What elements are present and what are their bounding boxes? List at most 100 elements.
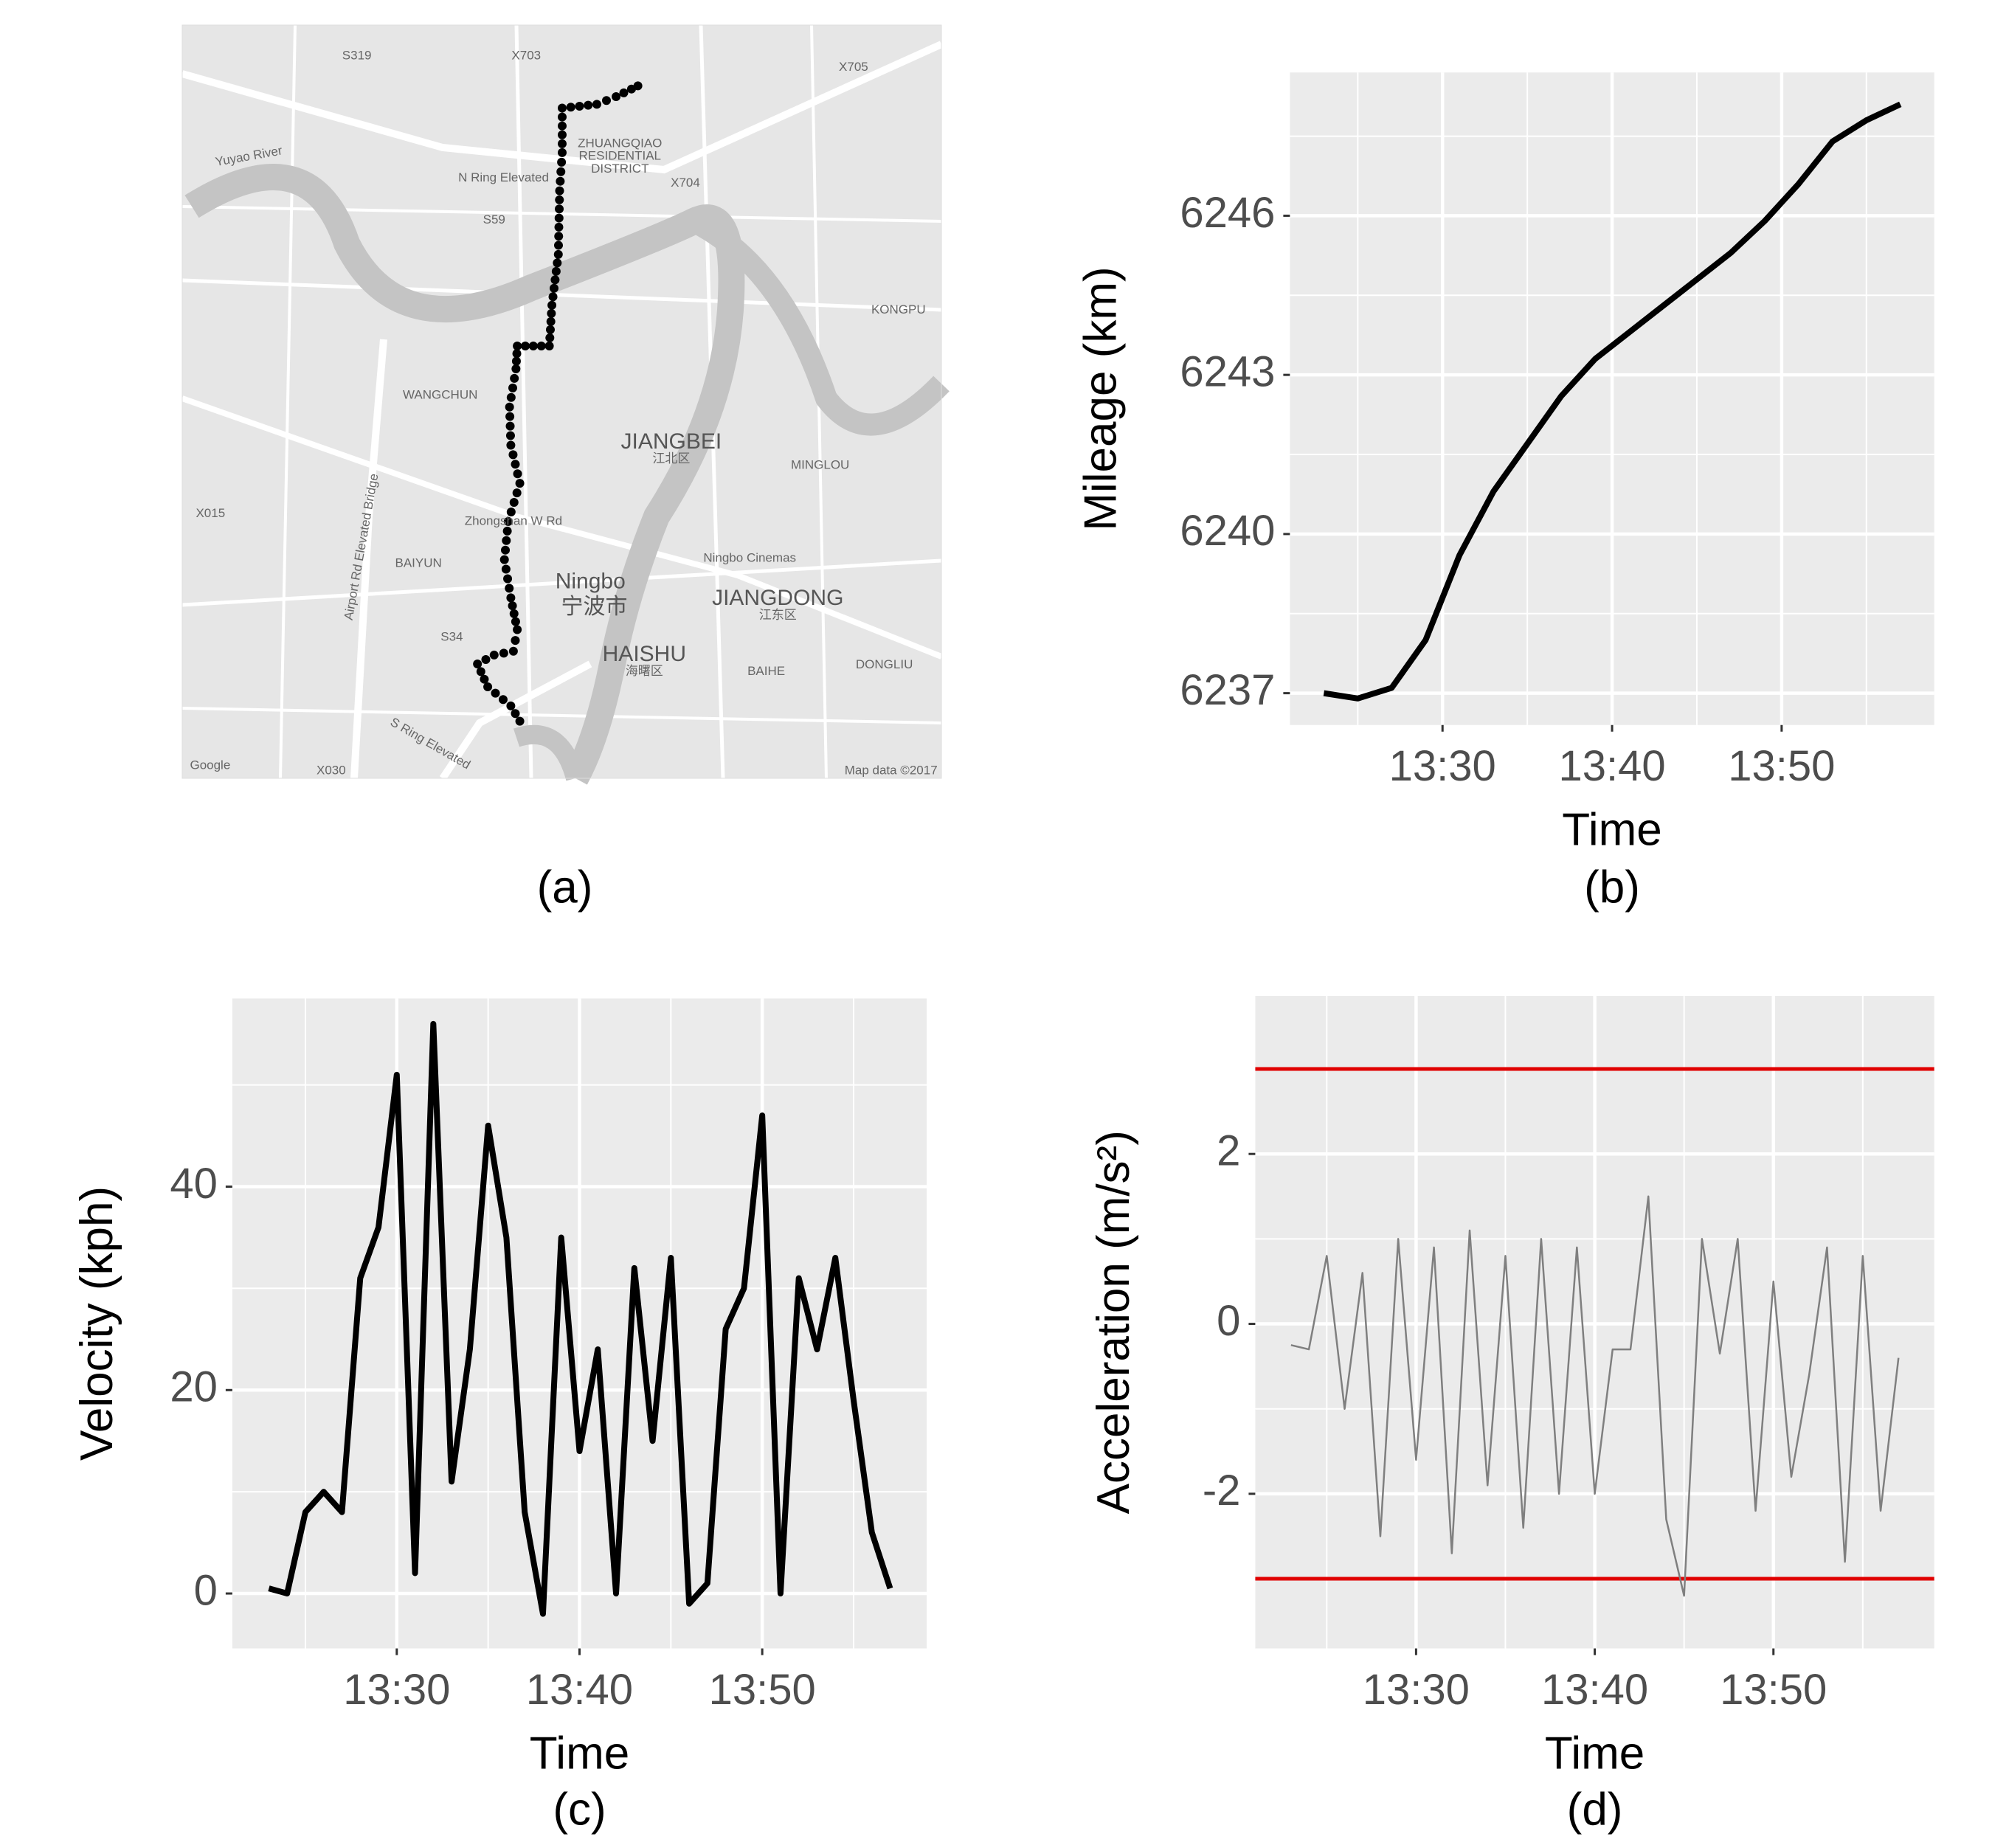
- y-tick-label: 6246: [1180, 189, 1275, 237]
- route-point: [503, 516, 513, 526]
- route-point: [536, 341, 546, 350]
- route-point: [555, 186, 564, 195]
- map-label: ZHUANGQIAO: [578, 136, 662, 150]
- map-label: RESIDENTIAL: [579, 149, 661, 163]
- map-label: MINGLOU: [791, 458, 849, 472]
- route-point: [511, 356, 521, 366]
- route-point: [513, 469, 522, 479]
- y-tick-label: -2: [1203, 1467, 1241, 1515]
- map-label: Google: [190, 758, 230, 772]
- y-tick-label: 40: [170, 1160, 218, 1208]
- rivers: [184, 164, 950, 785]
- panel-caption: (b): [1584, 862, 1640, 913]
- route-point: [554, 240, 564, 250]
- route-point: [520, 341, 530, 350]
- route-point: [548, 292, 558, 302]
- route-point: [553, 258, 562, 268]
- route-point: [508, 601, 517, 611]
- route-point: [511, 364, 521, 373]
- route-point: [505, 431, 515, 440]
- x-tick-label: 13:30: [343, 1666, 450, 1714]
- map-label: BAIYUN: [395, 556, 441, 570]
- panel-caption: (a): [537, 862, 593, 913]
- route-point: [554, 222, 564, 232]
- route-point: [476, 667, 485, 676]
- route-point: [509, 609, 519, 618]
- map-label: X030: [317, 763, 346, 777]
- map-label: N Ring Elevated: [458, 170, 549, 184]
- data-line: [1290, 1195, 1900, 1597]
- route-point: [557, 157, 567, 167]
- route-point: [505, 402, 514, 412]
- route-point: [501, 545, 511, 555]
- map-label: X705: [839, 60, 868, 74]
- x-axis-title: Time: [530, 1728, 629, 1779]
- map-label: DONGLIU: [856, 657, 913, 671]
- route-point: [508, 383, 518, 392]
- route-point: [513, 341, 522, 350]
- route-point: [547, 308, 556, 318]
- route-point: [506, 440, 516, 450]
- route-point: [489, 650, 499, 660]
- map-label: WANGCHUN: [403, 388, 477, 402]
- route-point: [498, 695, 508, 705]
- x-axis-title: Time: [1562, 805, 1661, 856]
- route-point: [505, 421, 515, 431]
- y-tick-label: 6237: [1180, 666, 1275, 714]
- map-label: 宁波市: [561, 595, 627, 619]
- route-point: [557, 130, 567, 139]
- route-point: [592, 100, 601, 109]
- map-label: Ningbo: [556, 570, 626, 594]
- route-point: [557, 121, 567, 131]
- route-point: [546, 316, 556, 326]
- x-tick-label: 13:40: [1558, 742, 1665, 790]
- map-label: DISTRICT: [591, 162, 649, 176]
- map-label: Ningbo Cinemas: [703, 550, 796, 564]
- map-label: 江北区: [652, 451, 690, 466]
- route-point: [554, 232, 564, 241]
- route-point: [509, 498, 519, 508]
- route-point: [550, 275, 560, 285]
- route-point: [633, 81, 643, 91]
- route-point: [566, 103, 575, 112]
- y-axis-title: Acceleration (m/s²): [1088, 1130, 1139, 1514]
- route-point: [512, 349, 522, 359]
- map-label: KONGPU: [871, 302, 926, 316]
- x-tick-label: 13:30: [1363, 1666, 1470, 1714]
- map-label: X703: [511, 48, 541, 62]
- route-point: [557, 148, 567, 157]
- y-tick-label: 20: [170, 1363, 218, 1411]
- route-point: [602, 96, 612, 105]
- route-point: [511, 709, 520, 719]
- map-label: HAISHU: [603, 642, 686, 666]
- route: [473, 81, 643, 726]
- panel-caption: (c): [553, 1784, 606, 1835]
- data-line: [1323, 101, 1902, 702]
- map-label: S319: [342, 48, 372, 62]
- y-tick-label: 0: [1217, 1297, 1240, 1345]
- route-point: [510, 373, 519, 383]
- y-tick-label: 6243: [1180, 347, 1275, 395]
- route-point: [554, 213, 564, 223]
- route-point: [551, 266, 561, 276]
- route-point: [549, 283, 558, 293]
- route-point: [499, 555, 509, 564]
- route-point: [511, 617, 520, 626]
- map-label: Zhongshan W Rd: [465, 513, 562, 527]
- route-point: [511, 460, 520, 469]
- route-point: [483, 682, 493, 692]
- x-tick-label: 13:40: [526, 1666, 633, 1714]
- route-point: [553, 249, 563, 259]
- route-point: [501, 564, 511, 574]
- data-line: [268, 1020, 893, 1617]
- route-point: [544, 341, 554, 350]
- route-point: [508, 450, 518, 460]
- map-label: 海曙区: [626, 664, 663, 678]
- route-point: [545, 325, 555, 334]
- y-tick-label: 0: [194, 1566, 218, 1614]
- route-point: [481, 654, 491, 664]
- x-tick-label: 13:50: [709, 1666, 816, 1714]
- map-label: JIANGDONG: [712, 586, 843, 610]
- route-point: [506, 507, 516, 516]
